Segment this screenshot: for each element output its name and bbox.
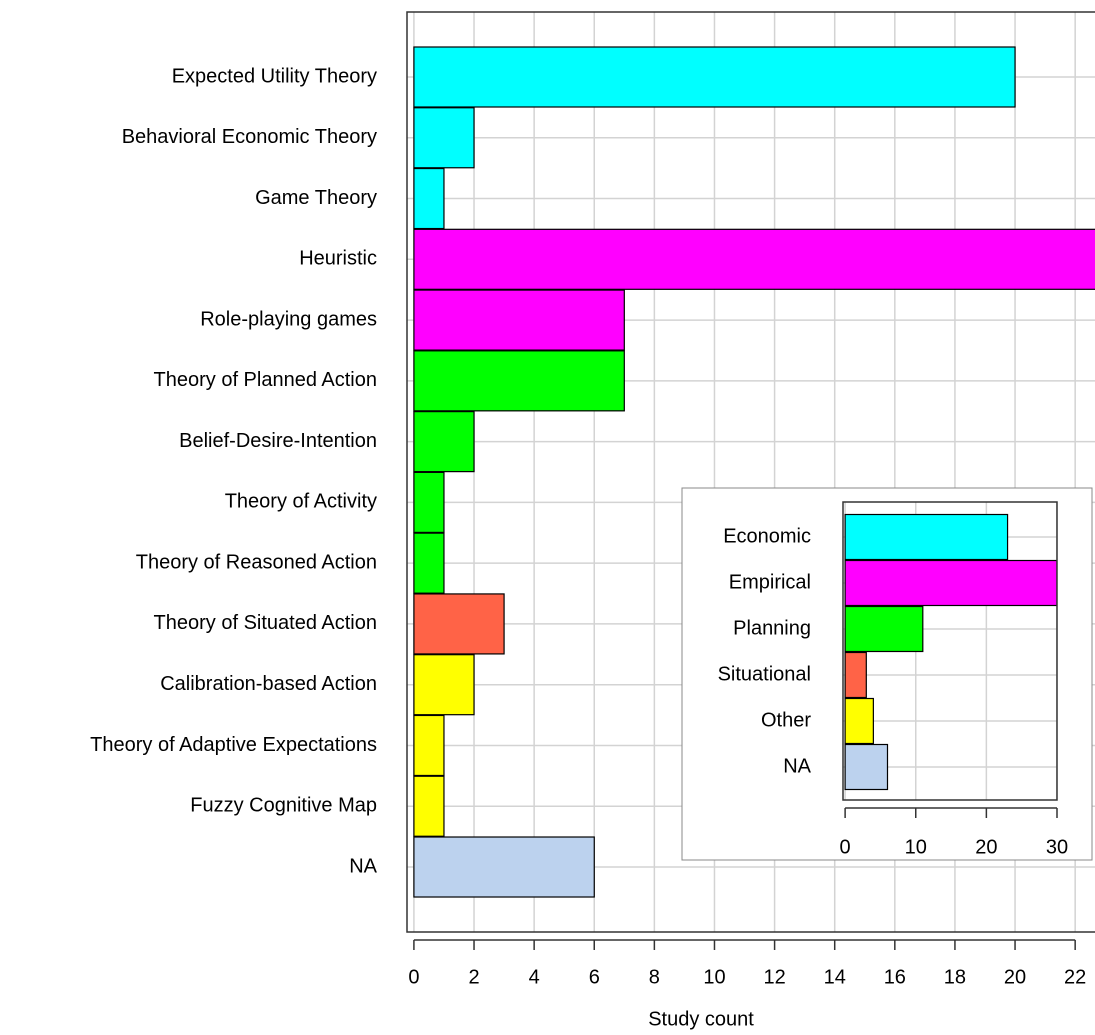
category-label: NA: [349, 855, 377, 877]
category-label: NA: [783, 755, 811, 777]
plot-frame: [842, 501, 1058, 801]
x-tick-label: 6: [589, 966, 600, 988]
x-axis-title: Study count: [648, 1008, 754, 1030]
plot-frame: [406, 11, 1095, 933]
bar: [844, 651, 867, 699]
category-label: Game Theory: [255, 187, 377, 209]
bar: [413, 775, 445, 837]
x-tick-label: 0: [840, 836, 851, 858]
category-label: Empirical: [729, 571, 811, 593]
x-tick-label: 10: [703, 966, 725, 988]
category-label: Calibration-based Action: [160, 673, 377, 695]
x-tick-label: 2: [468, 966, 479, 988]
category-label: Planning: [733, 617, 811, 639]
bar: [413, 46, 1016, 108]
bar: [413, 836, 595, 898]
bar: [844, 743, 889, 791]
x-tick-label: 16: [884, 966, 906, 988]
category-label: Theory of Reasoned Action: [136, 551, 377, 573]
bar: [413, 593, 505, 655]
bar: [413, 411, 475, 473]
x-tick-label: 0: [408, 966, 419, 988]
category-label: Theory of Situated Action: [154, 612, 377, 634]
category-label: Other: [761, 709, 811, 731]
bar: [413, 471, 445, 533]
x-tick-label: 4: [529, 966, 540, 988]
category-label: Expected Utility Theory: [172, 65, 377, 87]
plot-area: [843, 502, 1057, 800]
category-label: Fuzzy Cognitive Map: [190, 795, 377, 817]
category-label: Economic: [723, 525, 811, 547]
bar: [844, 605, 924, 653]
x-tick-label: 12: [763, 966, 785, 988]
bar: [413, 350, 625, 412]
x-tick-label: 30: [1046, 836, 1068, 858]
x-tick-label: 20: [975, 836, 997, 858]
bar: [413, 532, 445, 594]
bar: [413, 654, 475, 716]
category-label: Theory of Activity: [225, 491, 377, 513]
bar: [413, 289, 625, 351]
category-label: Heuristic: [299, 248, 377, 270]
x-tick-label: 18: [944, 966, 966, 988]
category-label: Theory of Planned Action: [154, 369, 377, 391]
x-tick-label: 14: [824, 966, 846, 988]
bar: [413, 714, 445, 777]
bar: [844, 513, 1009, 561]
category-label: Role-playing games: [200, 308, 377, 330]
category-label: Behavioral Economic Theory: [122, 126, 377, 148]
category-label: Belief-Desire-Intention: [179, 430, 377, 452]
bar: [413, 107, 475, 169]
x-tick-label: 8: [649, 966, 660, 988]
x-tick-label: 10: [905, 836, 927, 858]
x-tick-label: 20: [1004, 966, 1026, 988]
category-label: Situational: [718, 663, 811, 685]
category-label: Theory of Adaptive Expectations: [90, 734, 377, 756]
bar: [413, 228, 1095, 290]
bar: [413, 167, 445, 230]
bar: [844, 559, 1057, 607]
bar: [844, 697, 874, 745]
x-tick-label: 22: [1064, 966, 1086, 988]
